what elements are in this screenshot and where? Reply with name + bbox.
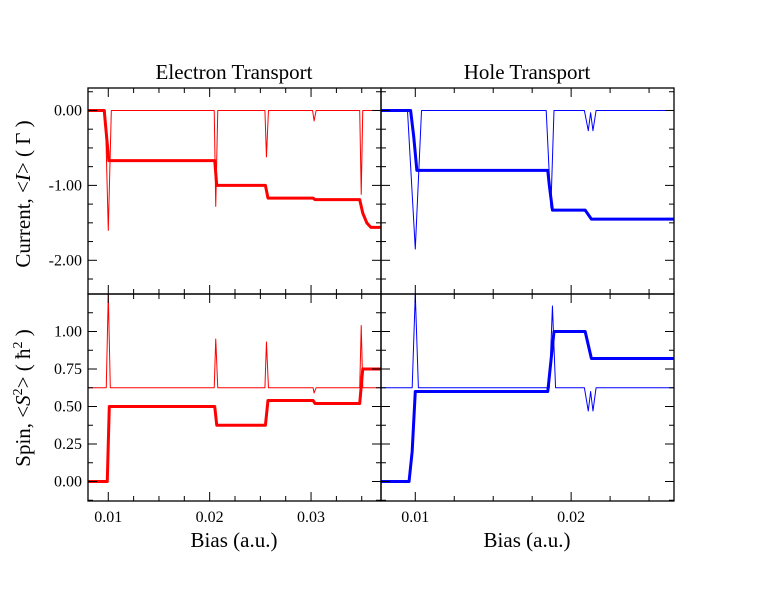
panel-spin-electron: 0.01 0.02 0.03 0.00 0.25 0.50 0.75 1.00 — [54, 293, 382, 526]
series-thin-line — [88, 109, 381, 231]
x-tick-label: 0.03 — [297, 509, 325, 526]
x-tick-label: 0.01 — [94, 509, 122, 526]
series-thin-line — [381, 294, 674, 412]
x-tick-label: 0.01 — [401, 509, 429, 526]
plot-frame — [87, 293, 382, 502]
series-thick-line — [381, 108, 674, 221]
series-thin-line — [381, 109, 674, 250]
plot-frame — [380, 87, 675, 295]
y-tick-label: 0.25 — [54, 436, 82, 453]
y-tick-label: -2.00 — [49, 252, 82, 269]
x-tick-label: 0.02 — [196, 509, 224, 526]
y-tick-label: 0.50 — [54, 399, 82, 416]
xlabel-electron: Bias (a.u.) — [191, 528, 278, 552]
y-tick-label: 1.00 — [54, 324, 82, 341]
y-tick-label: 0.00 — [54, 474, 82, 491]
series-thick-line — [88, 108, 381, 229]
y-tick-label: -1.00 — [49, 177, 82, 194]
ylabel-spin: Spin, <S2> ( ħ2 ) — [11, 329, 35, 466]
plot-frame — [87, 87, 382, 295]
panel-current-hole — [380, 87, 675, 295]
title-hole-transport: Hole Transport — [464, 60, 591, 84]
series-thin-line — [88, 294, 381, 394]
xlabel-hole: Bias (a.u.) — [484, 528, 571, 552]
series-thick-line — [381, 330, 674, 483]
x-tick-label: 0.02 — [557, 509, 585, 526]
panel-current-electron: 0.00 -1.00 -2.00 — [49, 87, 382, 295]
y-tick-label: 0.00 — [54, 102, 82, 119]
ylabel-current: Current, <I> ( Γ ) — [11, 120, 35, 267]
series-thick-line — [88, 367, 381, 483]
title-electron-transport: Electron Transport — [156, 60, 313, 84]
y-tick-label: 0.75 — [54, 361, 82, 378]
plot-frame — [380, 293, 675, 502]
panel-spin-hole: 0.01 0.02 — [380, 293, 675, 526]
